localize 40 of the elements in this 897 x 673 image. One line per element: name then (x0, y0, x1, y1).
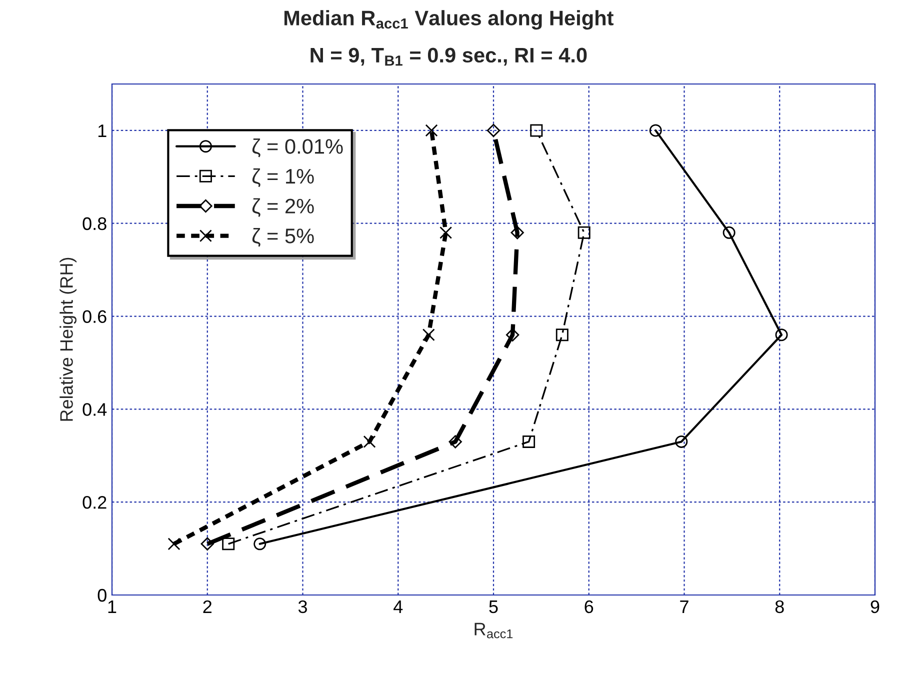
point (675, 435, 688, 448)
point (254, 538, 266, 550)
point (649, 124, 662, 137)
point (222, 538, 235, 550)
point (448, 435, 462, 448)
x-tick-label: 8 (775, 600, 784, 614)
x-tick-label: 3 (298, 600, 307, 614)
point (522, 435, 536, 448)
x-axis-title: R$_{acc1}$ (474, 622, 513, 638)
y-axis-title: Relative Height (RH) (60, 258, 76, 421)
point (425, 124, 438, 137)
x-tick-label: 6 (584, 600, 594, 614)
x-tick-label: 5 (489, 600, 498, 614)
point (530, 124, 543, 137)
y-tick-label: 1 (98, 124, 106, 137)
chart-title: Median R$_{acc1}$ Values along Height (284, 10, 614, 30)
x-tick-label: 2 (203, 600, 212, 613)
legend-label: ζ = 0.01% (252, 138, 343, 158)
y-tick-label: 0.4 (82, 403, 107, 416)
point (510, 226, 524, 240)
x-tick-label: 1 (108, 600, 116, 613)
point (200, 537, 214, 550)
point (775, 328, 788, 342)
chart-subtitle: N = 9, T$_{B1}$ = 0.9 sec., RI = 4.0 (310, 48, 587, 66)
point (578, 226, 590, 239)
point (506, 328, 520, 342)
y-tick-label: 0.6 (82, 310, 106, 323)
legend-label: ζ = 1% (252, 168, 314, 188)
x-tick-label: 4 (394, 600, 403, 613)
y-tick-label: 0.2 (82, 496, 106, 509)
x-tick-label: 9 (870, 600, 880, 614)
legend-label: ζ = 5% (252, 228, 314, 247)
point (440, 226, 452, 239)
point (722, 226, 736, 239)
legend-label: ζ = 2% (252, 198, 314, 217)
x-tick-label: 7 (680, 600, 688, 613)
y-tick-label: 0.8 (82, 217, 106, 230)
point (556, 328, 568, 342)
point (486, 124, 500, 138)
y-tick-label: 0 (98, 588, 106, 602)
